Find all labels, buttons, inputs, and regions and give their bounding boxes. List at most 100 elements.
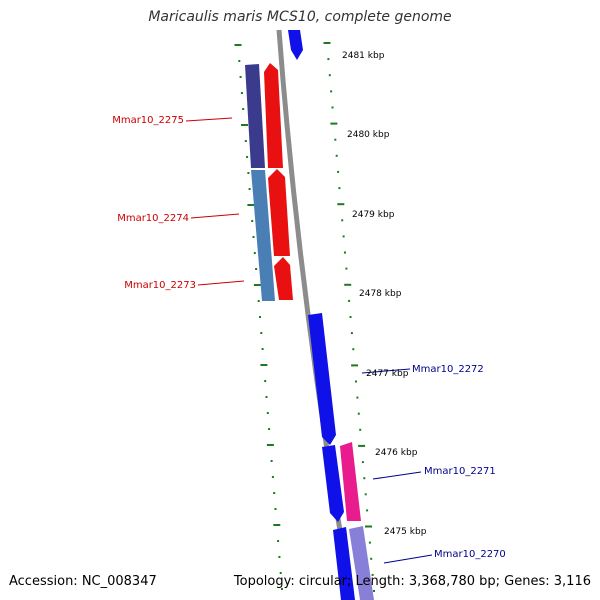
minor-tick [257,300,260,302]
minor-tick [271,476,274,478]
minor-tick [355,380,357,383]
minor-tick [361,461,364,464]
major-tick [365,525,372,528]
reverse-strand-features [288,30,374,600]
accession-text: Accession: NC_008347 [9,574,157,589]
gene-label-mmar10-2273[interactable]: Mmar10_2273 [124,280,196,291]
minor-tick [370,557,373,560]
major-tick [247,204,255,206]
minor-tick [261,348,264,350]
minor-tick [344,251,346,254]
minor-tick [366,509,369,512]
minor-tick [330,90,333,93]
scale-label: 2475 kbp [384,527,427,537]
minor-tick [281,588,283,590]
minor-tick [255,268,258,270]
minor-tick [364,493,367,496]
minor-tick [265,396,268,398]
minor-tick [328,74,331,77]
gene-mmar10-2272-arrow[interactable] [308,313,336,445]
major-tick [253,284,261,286]
major-tick [337,203,345,206]
scale-label: 2481 kbp [342,51,385,61]
major-tick [234,44,242,46]
major-tick [351,364,359,367]
minor-tick [331,106,334,109]
major-tick [273,524,281,526]
gene-label-mmar10-2272[interactable]: Mmar10_2272 [412,364,484,375]
minor-tick [357,412,360,415]
minor-tick [259,316,261,318]
minor-tick [274,508,277,510]
minor-tick [337,170,340,173]
minor-tick [334,138,337,141]
gene-label-mmar10-2275[interactable]: Mmar10_2275 [112,115,184,126]
minor-tick [268,428,271,430]
minor-tick [368,541,371,544]
scale-label: 2480 kbp [347,130,390,140]
scale-label: 2478 kbp [359,289,402,299]
minor-tick [242,108,245,110]
feature-top-blue[interactable] [288,30,303,60]
major-tick [241,124,248,126]
minor-tick [341,219,344,222]
gene-label-mmar10-2274[interactable]: Mmar10_2274 [117,213,189,224]
gene-mmar10-2270-arrow[interactable] [333,527,355,600]
major-tick [323,42,331,44]
minor-tick [359,428,362,431]
gene-mmar10-2270-lavender-bar[interactable] [349,526,374,600]
minor-tick [279,572,282,574]
minor-tick [277,540,280,542]
minor-tick [247,172,250,174]
minor-tick [253,252,256,254]
minor-tick [371,573,374,576]
major-tick [330,122,338,125]
minor-tick [349,316,352,318]
scale-label: 2476 kbp [375,448,418,458]
gene-mmar10-2271-arrow[interactable] [322,445,344,522]
right-tick-dots [323,42,375,592]
major-tick [344,283,352,286]
gene-mmar10-2273-arrow[interactable] [274,257,293,300]
scale-label: 2477 kbp [366,369,409,379]
major-tick [358,444,366,447]
minor-tick [327,58,330,61]
minor-tick [356,396,359,399]
scale-labels: 2481 kbp 2480 kbp 2479 kbp 2478 kbp 2477… [342,51,427,537]
gene-mmar10-2274-arrow[interactable] [268,169,290,256]
scale-label: 2479 kbp [352,210,395,220]
gene-mmar10-2275-arrow[interactable] [264,63,283,168]
minor-tick [348,299,351,302]
minor-tick [363,477,366,480]
gene-labels: Mmar10_2275 Mmar10_2274 Mmar10_2273 Mmar… [112,115,506,560]
gene-leader-lines [185,117,433,564]
gene-mmar10-2275-bar[interactable] [245,64,265,168]
minor-tick [345,267,348,270]
major-tick [260,364,268,366]
minor-tick [373,590,375,592]
genome-title: Maricaulis maris MCS10, complete genome [148,9,452,25]
minor-tick [270,460,273,462]
gene-label-mmar10-2270[interactable]: Mmar10_2270 [434,549,506,560]
gene-mmar10-2274-bar[interactable] [251,170,275,301]
minor-tick [266,412,269,414]
gene-label-mmar10-2271[interactable]: Mmar10_2271 [424,466,496,477]
gene-mmar10-2271-pink-arrow[interactable] [340,442,361,521]
minor-tick [260,332,263,334]
minor-tick [278,556,281,558]
minor-tick [252,236,255,238]
minor-tick [335,154,338,157]
topology-text: Topology: circular; Length: 3,368,780 bp… [233,574,591,589]
left-tick-dots [234,44,283,590]
minor-tick [352,348,355,351]
minor-tick [244,140,247,142]
minor-tick [239,76,242,78]
minor-tick [246,156,249,158]
minor-tick [251,220,254,222]
minor-tick [350,332,353,335]
major-tick [266,444,274,446]
minor-tick [338,187,341,190]
minor-tick [273,492,276,494]
